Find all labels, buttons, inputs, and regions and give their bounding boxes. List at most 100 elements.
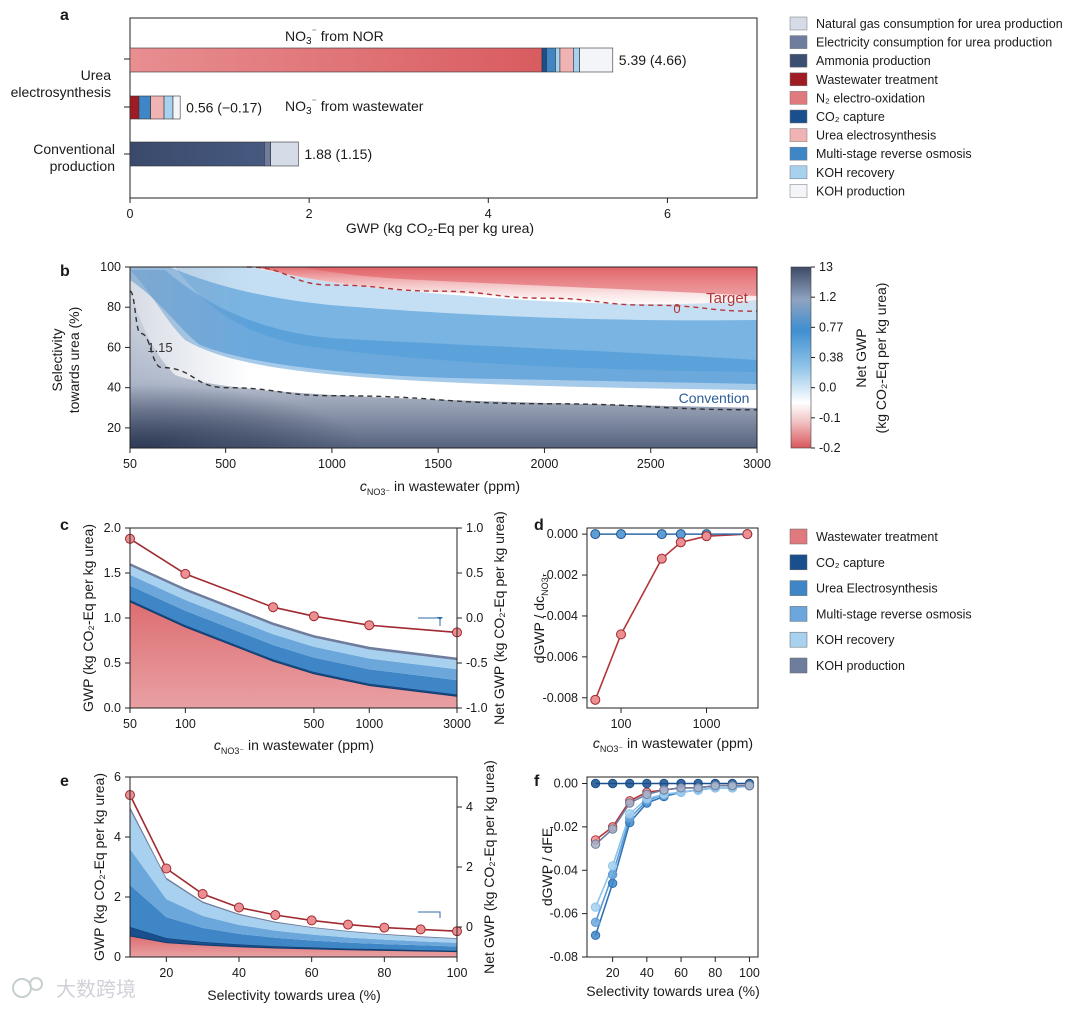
ytick-label: 2 (114, 890, 121, 904)
ytick-label: 20 (107, 421, 121, 435)
annotation-target: Target (706, 290, 749, 307)
ytick-label: -0.004 (543, 609, 578, 623)
ytick-label: -0.04 (550, 863, 579, 877)
bar-segment (138, 95, 151, 120)
legend-swatch (789, 528, 808, 545)
series-line (594, 533, 748, 701)
series-point (607, 878, 618, 888)
panel-d-frame (586, 527, 759, 709)
legend-swatch (789, 580, 808, 596)
colorbar-tick-label: 0.38 (819, 351, 843, 365)
colorbar-tick-label: 1.2 (819, 290, 836, 304)
series-point (701, 531, 712, 542)
panel-a-xlabel: GWP (kg CO2-Eq per kg urea) (346, 220, 534, 239)
panel-b-frame (129, 266, 758, 449)
panel-b: 50 500 1000 1500 2000 2500 3000 20 40 60 80 100 Tar… (49, 260, 889, 497)
series-point (727, 780, 738, 791)
area-multi-stage-reverse-osmosis (130, 849, 457, 947)
y2tick-label: 1.0 (466, 521, 483, 535)
legend-label: Urea Electrosynthesis (816, 582, 938, 596)
contour-label-0: 0 (673, 301, 680, 316)
ytick-label: 1.5 (104, 566, 121, 580)
xtick-label: 3000 (743, 457, 771, 471)
colorbar-tick-label: 0.0 (819, 381, 836, 395)
series-point (590, 529, 601, 540)
net-gwp-point (197, 889, 208, 899)
series-point (676, 783, 686, 793)
series-point (625, 809, 635, 819)
series-line (594, 784, 750, 936)
legend-label: CO₂ capture (816, 110, 885, 124)
xtick-label: 80 (377, 966, 391, 980)
legend-label: KOH production (816, 184, 905, 198)
colorbar-tick-label: 0.77 (819, 320, 843, 334)
panel-label-b: b (60, 263, 70, 280)
bar-segment (579, 47, 614, 73)
area-koh-recovery (130, 565, 457, 670)
series-line (594, 784, 750, 908)
legend-swatch (789, 53, 808, 68)
panel-label-f: f (534, 773, 540, 790)
legend-swatch (789, 606, 808, 622)
area-urea-electrosynthesis (130, 885, 457, 951)
bar-segment (559, 47, 574, 73)
net-gwp-point (161, 863, 172, 874)
series-point (616, 529, 627, 540)
y2tick-label: 0.0 (466, 611, 483, 625)
legend-swatch (789, 146, 808, 161)
bar-segment (270, 141, 299, 167)
bar-segment (163, 95, 174, 120)
legend-label: Natural gas consumption for urea product… (816, 17, 1063, 31)
series-point (642, 789, 652, 800)
xtick-label: 1000 (693, 717, 721, 731)
heatmap (130, 267, 757, 448)
ytick-label: 4 (114, 830, 121, 844)
legend-swatch (789, 35, 808, 49)
series-point (625, 798, 635, 808)
panel-b-ylabel: Selectivitytowards urea (%) (49, 307, 82, 414)
panel-f-xlabel: Selectivity towards urea (%) (586, 983, 760, 999)
legend-swatch (789, 184, 808, 198)
colorbar-tick-label: -0.2 (819, 441, 841, 455)
legend-label: Wastewater treatment (816, 530, 938, 544)
net-gwp-point (343, 919, 353, 930)
row-name-wastewater: NO3⁻ from wastewater (285, 97, 424, 117)
area-wastewater-treatment (130, 601, 457, 708)
ytick-label: 0 (114, 950, 121, 964)
panel-f-ylabel: dGWP / dFE (539, 828, 555, 906)
contour-line (129, 290, 758, 411)
series-point (656, 553, 667, 564)
xtick-label: 500 (215, 457, 236, 471)
legend-a: Natural gas consumption for urea product… (789, 16, 1063, 198)
net-gwp-line (129, 538, 458, 634)
series-point (607, 778, 618, 789)
series-point (607, 861, 618, 871)
xtick-label: 100 (447, 966, 468, 980)
legend-label: Multi-stage reverse osmosis (816, 147, 972, 161)
ytick-label: 0.00 (554, 777, 578, 791)
series-point (742, 529, 753, 540)
area-wastewater-treatment (130, 936, 457, 957)
panel-e-xlabel: Selectivity towards urea (%) (207, 987, 381, 1003)
xtick-label: 4 (485, 207, 492, 221)
xtick-label: 20 (159, 966, 173, 980)
annotation-convention: Convention (679, 390, 750, 406)
xtick-label: 100 (611, 717, 632, 731)
legend-swatch (789, 165, 808, 180)
legend-label: N₂ electro-oxidation (816, 91, 925, 105)
legend-swatch (789, 554, 808, 571)
panel-b-xlabel: cNO3⁻ in wastewater (ppm) (360, 478, 520, 497)
series-line (595, 784, 750, 845)
series-point (590, 694, 601, 705)
bar-value-label: 1.88 (1.15) (304, 146, 372, 162)
series-point (710, 780, 720, 791)
xtick-label: 1500 (424, 457, 452, 471)
y2tick-label: 4 (466, 800, 473, 814)
xtick-label: 100 (175, 717, 196, 731)
xtick-label: 6 (664, 207, 671, 221)
panel-label-e: e (60, 773, 69, 790)
legend-d: Wastewater treatment CO₂ capture Urea Elec… (789, 528, 972, 674)
area-urea-electrosynthesis (130, 585, 457, 695)
series-point (590, 839, 601, 849)
